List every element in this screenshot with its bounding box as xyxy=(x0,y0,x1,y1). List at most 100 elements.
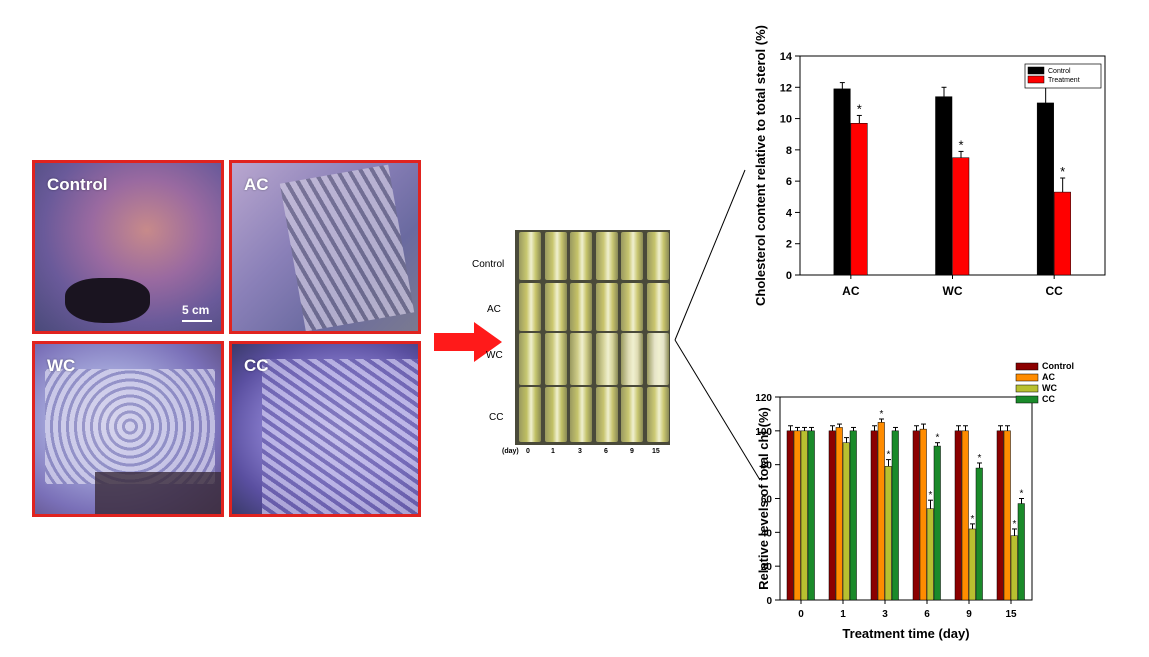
bar xyxy=(800,430,808,601)
significance-marker: * xyxy=(857,101,862,116)
y-tick-label: 6 xyxy=(786,176,792,188)
bar xyxy=(877,422,885,601)
x-axis-label: Treatment time (day) xyxy=(842,626,969,641)
y-tick-label: 8 xyxy=(786,145,792,157)
cholesterol-chart: 0 2 4 6 8 10 12 14 AC * WC * CC * Cholesterol content … xyxy=(753,25,1106,306)
test-tube xyxy=(519,333,541,385)
bar xyxy=(793,430,801,601)
test-tube xyxy=(595,232,618,280)
bar xyxy=(954,430,962,601)
legend-label: AC xyxy=(1042,372,1055,382)
bar xyxy=(933,445,941,601)
y-tick-label: 10 xyxy=(780,114,792,126)
bar xyxy=(996,430,1004,601)
legend-label: Control xyxy=(1042,361,1074,371)
test-tube xyxy=(519,232,541,280)
chlorophyll-chart: 0 20 40 60 80 100 120 0 1 3 * * 6 * * 9 * * 15 * * Relative l… xyxy=(755,361,1074,641)
x-tick-label: 9 xyxy=(966,609,972,620)
test-tube xyxy=(621,283,643,331)
significance-marker: * xyxy=(1060,164,1065,179)
tentacle-texture xyxy=(262,359,418,514)
x-tick-label: AC xyxy=(842,284,860,298)
y-tick-label: 0 xyxy=(786,270,792,282)
test-tube xyxy=(519,387,541,442)
tube-row-label-ac: AC xyxy=(487,304,501,315)
bar xyxy=(884,466,892,601)
bar xyxy=(919,428,927,601)
x-tick-label: CC xyxy=(1045,284,1063,298)
legend-label: CC xyxy=(1042,394,1055,404)
bar xyxy=(1017,503,1025,601)
test-tube xyxy=(595,387,618,442)
bar xyxy=(842,442,850,601)
test-tube xyxy=(646,283,669,331)
bar xyxy=(952,157,970,276)
significance-marker: * xyxy=(887,450,891,461)
test-tube xyxy=(595,283,618,331)
y-tick-label: 2 xyxy=(786,239,792,251)
test-tube xyxy=(595,333,618,385)
test-tube xyxy=(646,387,669,442)
test-tube xyxy=(544,283,567,331)
photo-label: CC xyxy=(244,356,269,375)
y-tick-label: 60 xyxy=(761,495,773,506)
bar xyxy=(935,96,953,276)
photo-control: Control 5 cm xyxy=(32,160,224,334)
day-axis-label: (day) xyxy=(502,448,519,455)
x-tick-label: 3 xyxy=(882,609,888,620)
legend-swatch xyxy=(1027,75,1045,84)
legend-swatch xyxy=(1015,384,1039,393)
significance-marker: * xyxy=(880,409,884,420)
x-tick-label: 15 xyxy=(1005,609,1017,620)
test-tube xyxy=(570,232,592,280)
test-tube xyxy=(570,333,592,385)
bar xyxy=(849,430,857,601)
significance-marker: * xyxy=(958,137,963,152)
significance-marker: * xyxy=(971,514,975,525)
bar xyxy=(850,123,868,276)
plot-frame xyxy=(779,396,1033,601)
y-tick-label: 4 xyxy=(786,207,793,219)
bar xyxy=(833,88,851,276)
test-tube xyxy=(621,387,643,442)
legend-swatch xyxy=(1015,395,1039,404)
x-tick-label: 1 xyxy=(840,609,846,620)
y-tick-label: 80 xyxy=(761,461,773,472)
test-tube xyxy=(519,283,541,331)
bar xyxy=(828,430,836,601)
day-label: 1 xyxy=(551,448,555,455)
bar xyxy=(968,528,976,601)
legend-label: Control xyxy=(1048,68,1071,75)
x-tick-label: 6 xyxy=(924,609,930,620)
scale-bar xyxy=(182,320,212,322)
test-tube xyxy=(544,232,567,280)
y-tick-label: 100 xyxy=(755,427,772,438)
significance-marker: * xyxy=(936,433,940,444)
day-label: 6 xyxy=(604,448,608,455)
y-axis-label: Relative levels of total chl (%) xyxy=(756,407,771,590)
day-label: 15 xyxy=(652,448,660,455)
legend-label: WC xyxy=(1042,383,1057,393)
significance-marker: * xyxy=(1013,519,1017,530)
tentacle-texture xyxy=(45,369,215,484)
photo-label: WC xyxy=(47,356,76,375)
bar xyxy=(1053,191,1071,276)
bar xyxy=(807,430,815,601)
photo-wc: WC xyxy=(32,341,224,517)
photo-label: Control xyxy=(47,175,108,194)
y-tick-label: 20 xyxy=(761,562,773,573)
x-tick-label: WC xyxy=(943,284,963,298)
test-tube xyxy=(570,387,592,442)
photo-ac: AC xyxy=(229,160,421,334)
tube-row-label-control: Control xyxy=(472,259,505,270)
photo-cc: CC xyxy=(229,341,421,517)
test-tube xyxy=(646,333,669,385)
test-tube xyxy=(544,387,567,442)
test-tube xyxy=(570,283,592,331)
test-tube xyxy=(621,232,643,280)
day-label: 9 xyxy=(630,448,634,455)
bar xyxy=(926,508,934,601)
test-tube xyxy=(646,232,669,280)
y-tick-label: 14 xyxy=(780,51,793,63)
